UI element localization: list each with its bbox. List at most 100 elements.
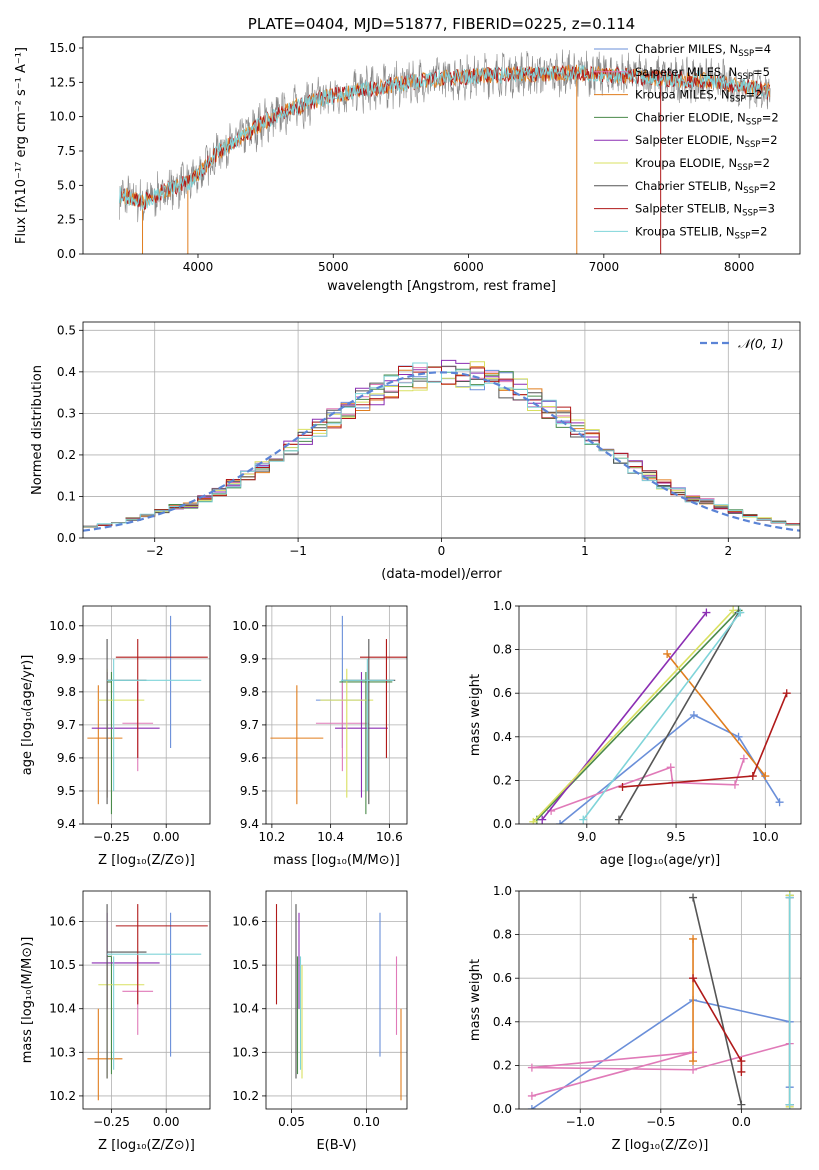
axes-frame [82,36,801,255]
y-axis-label: mass weight [468,959,483,1041]
x-tick-label: 9.5 [667,830,686,844]
y-tick-label: 9.6 [57,751,76,765]
y-tick-label: 0.1 [57,489,76,503]
y-tick-label: 0.6 [493,686,512,700]
y-axis-label: age [log₁₀(age/yr)] [20,655,35,776]
weight-marker-salpeter_miles [527,1063,536,1072]
y-tick-label: 15.0 [49,41,76,55]
y-tick-label: 0.6 [493,971,512,985]
weight-marker-chabrier_stelib [614,815,623,824]
y-tick-label: 9.7 [240,718,259,732]
x-tick-label: −0.5 [646,1115,675,1129]
y-tick-label: 0.0 [57,247,76,261]
x-tick-label: 1 [581,544,589,558]
legend-subscript: SSP [742,209,758,219]
metallicity-age-panel: −0.25 0.00 9.4 9.5 9.6 9.7 9.8 9.9 10.0 Z [log₁₀(… [20,605,211,868]
axes-frame [82,321,801,539]
x-tick-label: −1.0 [566,1115,595,1129]
weight-marker-salpeter_miles [739,754,748,763]
y-tick-label: 9.6 [240,751,259,765]
y-tick-label: 7.5 [57,144,76,158]
legend-label: Chabrier ELODIE, NSSP=2 [635,110,779,127]
weight-marker-salpeter_stelib [618,782,627,791]
y-tick-label: 9.4 [57,817,76,831]
weight-marker-chabrier_stelib [737,1100,746,1109]
plot-area [83,322,800,539]
legend: 𝒩(0, 1) [700,336,784,351]
x-tick-label: 10.4 [317,830,344,844]
weight-marker-kroupa_miles [689,934,698,943]
weight-marker-salpeter_stelib [689,974,698,983]
legend-subscript: SSP [746,117,762,127]
y-axis-label: Normed distribution [30,365,45,495]
observed-spectrum-line [119,49,771,223]
weight-marker-salpeter_miles [689,1065,698,1074]
data-layer [87,904,208,1101]
weight-line-kroupa_miles [666,653,766,777]
y-tick-label: 1.0 [493,884,512,898]
weight-marker-chabrier_miles [734,732,743,741]
weight-line-salpeter_elodie [541,612,708,821]
data-layer [87,615,208,815]
data-layer [270,615,407,815]
y-tick-label: 0.2 [57,448,76,462]
y-tick-label: 0.4 [493,1015,512,1029]
x-tick-label: 0.00 [153,830,180,844]
y-tick-label: 0.8 [493,643,512,657]
data-layer [119,49,771,254]
plot-area [83,606,210,825]
x-tick-label: 0.05 [278,1115,305,1129]
x-tick-label: 10.2 [259,830,286,844]
axes-frame [82,605,211,825]
plot-area [519,890,801,1110]
legend-subscript: SSP [743,186,759,196]
y-tick-label: 10.0 [49,619,76,633]
legend-count: =2 [745,88,762,102]
legend-subscript: SSP [737,72,753,82]
gaussian-reference-curve [83,371,800,532]
plot-area [266,891,407,1109]
legend-subscript: SSP [730,95,746,105]
y-tick-label: 1.0 [493,599,512,613]
legend-label: Kroupa STELIB, NSSP=2 [635,224,767,241]
x-axis-label: E(B-V) [316,1138,356,1153]
legend-count: =2 [753,156,770,170]
legend-count: =2 [759,179,776,193]
y-tick-label: 10.0 [232,619,259,633]
residual-histogram-panel: −2 −1 0 1 2 0.0 0.1 0.2 0.3 0.4 0.5 𝒩(0, 1) (data-mo… [30,321,801,582]
legend-label: Salpeter STELIB, NSSP=3 [635,202,775,219]
weight-marker-kroupa_stelib [736,608,745,617]
weight-marker-salpeter_miles [527,1091,536,1100]
x-axis-label: Z [log₁₀(Z/Z⊙)] [98,853,195,868]
axes-frame [518,890,802,1110]
weight-marker-kroupa_elodie [529,817,538,824]
x-tick-label: 5000 [318,260,349,274]
y-tick-label: 10.3 [232,1045,259,1059]
axes-frame [265,890,408,1110]
legend-count: =3 [758,202,775,216]
x-tick-label: 0.0 [732,1115,751,1129]
legend-subscript: SSP [745,140,761,150]
x-tick-label: −2 [146,544,164,558]
weight-marker-salpeter_miles [666,763,675,772]
y-tick-label: 0.4 [493,730,512,744]
y-tick-label: 2.5 [57,213,76,227]
y-tick-label: 0.3 [57,406,76,420]
x-tick-label: −1 [289,544,307,558]
metallicity-mass-panel: −0.25 0.00 10.2 10.3 10.4 10.5 10.6 Z [log₁₀(Z/… [20,890,211,1153]
y-axis-label: Flux [fλ10⁻¹⁷ erg cm⁻² s⁻¹ A⁻¹] [14,47,29,244]
spectrum-panel: 4000 5000 6000 7000 8000 0.0 2.5 5.0 7.5 10.0 12.5… [14,15,801,294]
weight-line-chabrier_stelib [692,897,743,1105]
x-tick-label: 4000 [183,260,214,274]
x-tick-label: 6000 [453,260,484,274]
x-axis-label: age [log₁₀(age/yr)] [600,853,721,868]
metallicity-weight-panel: −1.0 −0.5 0.0 0.0 0.2 0.4 0.6 0.8 1.0 Z [log₁₀(Z/… [468,884,802,1153]
y-tick-label: 9.4 [240,817,259,831]
y-tick-label: 9.8 [57,685,76,699]
y-tick-label: 10.2 [232,1089,259,1103]
y-axis-label: mass weight [468,674,483,756]
x-tick-label: 7000 [589,260,620,274]
y-tick-label: 9.9 [57,652,76,666]
legend-label: Chabrier STELIB, NSSP=2 [635,179,776,196]
